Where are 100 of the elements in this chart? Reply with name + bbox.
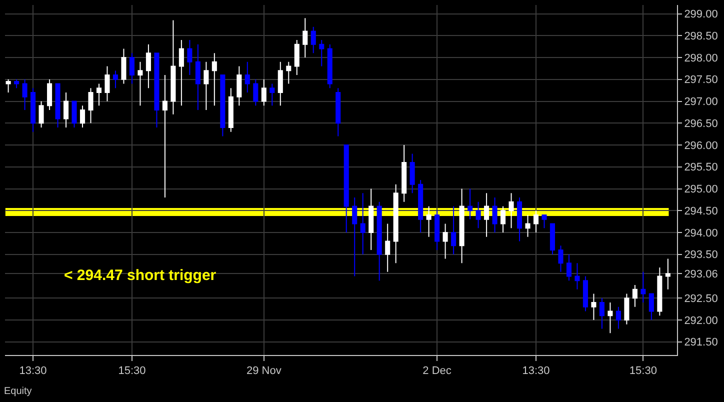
candlestick: [327, 44, 332, 89]
candlestick: [344, 144, 349, 233]
candlestick: [22, 78, 28, 110]
candlestick: [591, 293, 596, 320]
candlestick: [402, 144, 407, 202]
candlestick: [385, 223, 390, 272]
x-tick-label: 29 Nov: [246, 365, 282, 378]
candlestick: [542, 214, 547, 229]
candlestick: [38, 100, 44, 128]
candlestick: [657, 267, 662, 316]
x-tick-label: 13:30: [19, 365, 47, 378]
candlestick: [80, 105, 86, 128]
y-tick-label: 299.00: [684, 8, 718, 21]
candlestick: [121, 48, 126, 84]
candlestick: [162, 74, 168, 198]
candlestick: [30, 88, 36, 132]
x-tick-label: 15:30: [629, 365, 657, 378]
candlestick: [410, 153, 415, 194]
candlestick: [624, 293, 630, 325]
candlestick: [236, 66, 242, 106]
y-tick-label: 294.00: [684, 227, 718, 240]
candlestick: [516, 197, 522, 242]
candlestick: [187, 40, 192, 76]
candlestick: [640, 271, 646, 303]
y-tick-label: 293.50: [684, 249, 718, 262]
y-tick-label: 297.50: [684, 74, 718, 86]
candlestick: [55, 83, 60, 128]
candlestick: [558, 245, 564, 272]
candlestick: [129, 52, 134, 84]
candlestick: [525, 214, 530, 238]
candlestick: [376, 201, 382, 282]
candlestick: [88, 88, 94, 124]
y-tick-label: 291.50: [684, 336, 718, 349]
x-tick-label: 13:30: [522, 365, 550, 378]
candlestick: [72, 100, 77, 128]
candlestick: [632, 284, 638, 308]
candlestick: [138, 61, 143, 106]
candlestick: [178, 40, 184, 106]
candlestick: [14, 78, 20, 89]
candlestick: [608, 302, 613, 334]
candlestick: [319, 40, 324, 67]
candlestick: [599, 298, 604, 330]
candlestick: [451, 206, 456, 255]
candlestick: [459, 188, 464, 264]
candlestick: [64, 92, 69, 128]
y-tick-label: 292.00: [684, 314, 718, 327]
y-tick-label: 298.00: [684, 52, 718, 64]
candlestick: [6, 78, 11, 93]
x-tick-label: 15:30: [118, 365, 146, 378]
candlestick: [146, 44, 151, 89]
candlestick: [170, 20, 176, 115]
y-tick-label: 296.00: [684, 140, 718, 152]
y-tick-label: 293.06: [684, 268, 718, 280]
candlestick: [112, 70, 118, 89]
candlestick: [212, 52, 217, 106]
text: Equity: [4, 386, 32, 397]
candlestick: [310, 26, 316, 54]
ref-line-label: < 294.47 short trigger: [64, 267, 216, 284]
x-tick-label: 2 Dec: [422, 365, 452, 378]
candlestick: [154, 52, 160, 128]
candlestick: [648, 293, 654, 320]
candlestick: [468, 188, 473, 220]
candlestick: [426, 206, 432, 238]
candlestick: [360, 192, 366, 255]
candlestick: [665, 258, 670, 290]
candlestick: [244, 61, 250, 93]
candlestick: [476, 201, 481, 229]
candlestick: [492, 197, 498, 233]
candlestick: [270, 83, 275, 106]
candlestick: [278, 61, 283, 106]
y-tick-label: 297.00: [684, 96, 718, 108]
candlestick: [220, 74, 226, 137]
candlestick: [442, 223, 448, 260]
candlestick: [204, 61, 209, 110]
candlestick: [508, 192, 514, 229]
y-tick-label: 292.50: [684, 292, 718, 305]
candlestick: [294, 40, 300, 76]
candlestick: [47, 78, 52, 110]
candlestick: [286, 61, 292, 84]
candlestick: [582, 276, 588, 312]
candlestick: [434, 210, 440, 250]
candlestick: [550, 223, 556, 255]
candlestick: [616, 306, 621, 330]
y-tick-label: 295.50: [684, 162, 718, 174]
candlestick: [368, 188, 374, 250]
candlestick: [500, 206, 506, 233]
candlestick: [302, 18, 308, 58]
candlestick: [393, 184, 398, 264]
candlestick: [566, 254, 572, 282]
candlestick: [96, 83, 102, 106]
candlestick: [574, 262, 580, 290]
candlestick: [228, 88, 234, 132]
candlestick: [418, 180, 424, 233]
y-tick-label: 295.00: [684, 184, 718, 196]
candlestick: [336, 88, 341, 137]
y-tick-label: 298.50: [684, 30, 718, 42]
y-tick-label: 294.50: [684, 205, 718, 218]
candlestick: [484, 192, 490, 238]
candlestick: [253, 78, 258, 106]
candlestick: [261, 78, 266, 106]
